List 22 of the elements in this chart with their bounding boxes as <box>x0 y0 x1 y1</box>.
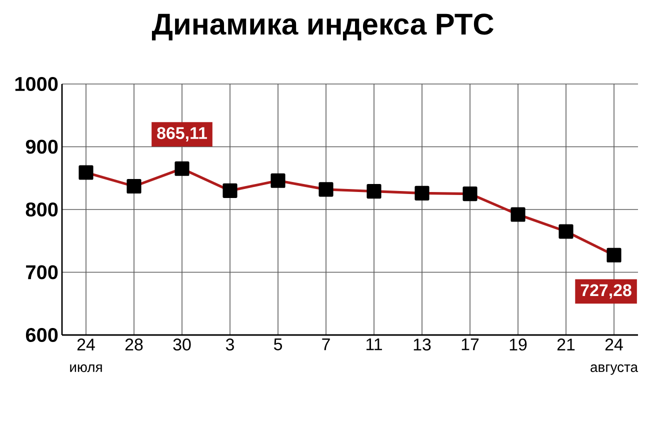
text: августа <box>590 364 638 375</box>
x-tick-label: 21 <box>557 338 575 350</box>
x-tick-label: 13 <box>414 338 431 351</box>
data-label: 727,28 <box>580 284 632 299</box>
chart-title: Динамика индекса РТС <box>152 14 494 40</box>
y-tick-label: 900 <box>26 140 58 154</box>
text: июля <box>70 364 102 372</box>
x-tick-label: 28 <box>125 338 143 351</box>
x-tick-label: 19 <box>510 338 527 351</box>
y-tick-label: 800 <box>26 202 58 217</box>
data-label: 865,11 <box>157 127 207 142</box>
x-tick-label: 17 <box>462 338 479 350</box>
x-tick-label: 5 <box>274 338 282 350</box>
x-tick-label: 3 <box>226 338 234 351</box>
x-tick-label: 24 <box>605 338 623 350</box>
y-tick-label: 1000 <box>15 76 58 92</box>
x-tick-label: 24 <box>77 338 95 350</box>
y-tick-label: 600 <box>26 328 58 342</box>
y-tick-label: 700 <box>26 265 58 280</box>
x-tick-label: 7 <box>322 338 330 350</box>
x-tick-label: 11 <box>366 338 382 350</box>
x-tick-label: 30 <box>173 338 191 351</box>
